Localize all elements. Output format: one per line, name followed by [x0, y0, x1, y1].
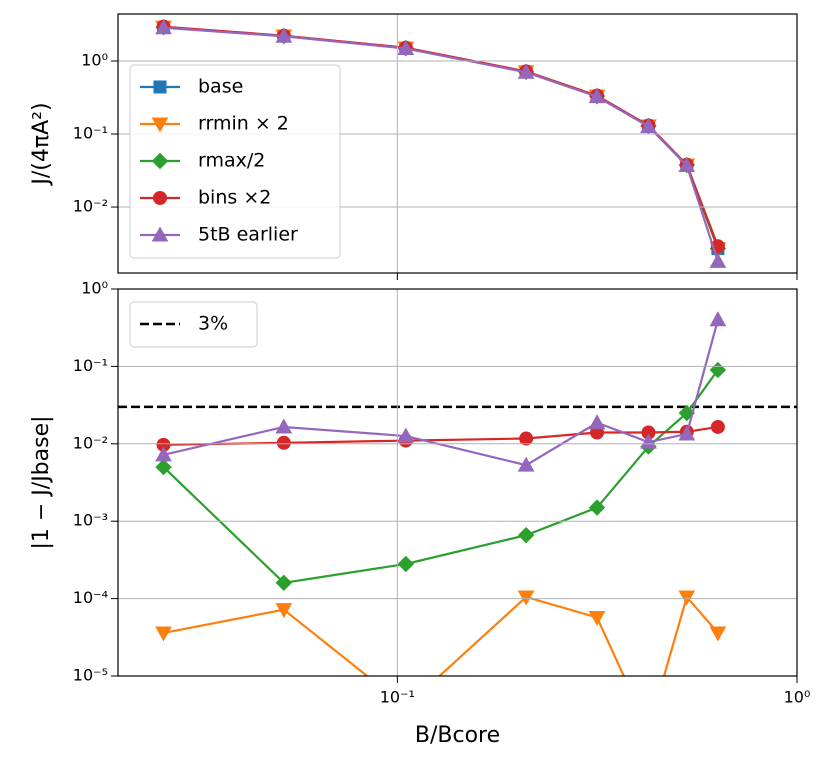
marker	[397, 555, 415, 573]
marker	[678, 590, 696, 606]
marker	[397, 427, 415, 443]
legend-box	[129, 64, 341, 259]
series-line	[163, 594, 719, 676]
y-tick-label: 10⁻³	[73, 511, 108, 530]
y-axis-label: J/(4πA²)	[29, 102, 54, 186]
marker	[397, 40, 415, 56]
marker	[151, 226, 169, 242]
y-tick-label: 10⁻²	[73, 197, 108, 216]
marker	[151, 152, 169, 170]
plot-area	[118, 311, 797, 738]
marker	[678, 157, 696, 173]
legend-label: 3%	[198, 313, 228, 335]
marker	[517, 526, 535, 544]
marker	[275, 27, 293, 43]
legend-label: 5tB earlier	[198, 224, 298, 246]
marker	[709, 626, 727, 642]
marker	[588, 88, 606, 104]
legend-label: rrmin × 2	[198, 113, 289, 135]
marker	[709, 361, 727, 379]
marker	[519, 431, 534, 446]
y-tick-label: 10⁰	[81, 279, 108, 298]
marker	[640, 117, 657, 133]
series-line	[163, 26, 719, 262]
panel: 10⁻¹ 10⁰ 10⁻⁵ 10⁻⁴ 10⁻³ 10⁻² 10⁻¹ 10⁰ |1 − J/Jba…	[29, 279, 810, 749]
marker	[153, 80, 167, 94]
y-tick-label: 10⁻¹	[73, 356, 108, 375]
legend-label: base	[198, 76, 243, 98]
marker	[275, 418, 293, 434]
y-tick-label: 10⁻⁵	[73, 666, 108, 685]
legend-label: bins ×2	[198, 187, 271, 209]
marker	[155, 19, 172, 35]
marker	[155, 626, 172, 642]
marker	[641, 724, 656, 738]
marker	[678, 425, 696, 441]
x-axis-label: B/Bcore	[415, 723, 500, 748]
x-tick-label: 10⁰	[784, 688, 811, 707]
marker	[155, 446, 172, 462]
marker	[151, 117, 169, 133]
plot-area	[155, 19, 727, 268]
y-tick-label: 10⁻¹	[73, 124, 108, 143]
y-tick-label: 10⁰	[81, 50, 108, 69]
marker	[153, 191, 167, 205]
legend-label: rmax/2	[198, 150, 265, 172]
marker	[517, 456, 535, 472]
marker	[275, 574, 293, 592]
y-tick-label: 10⁻²	[73, 433, 108, 452]
marker	[588, 414, 606, 430]
marker	[588, 610, 606, 627]
marker	[517, 63, 535, 79]
axes-frame	[117, 13, 798, 274]
legend-box	[129, 301, 258, 348]
x-tick-label: 10⁻¹	[380, 688, 415, 707]
series-line	[162, 369, 719, 584]
marker	[709, 252, 727, 268]
marker	[275, 603, 293, 619]
marker	[155, 458, 172, 476]
y-axis-label: |1 − J/Jbase|	[29, 415, 54, 549]
y-tick-label: 10⁻⁴	[73, 588, 108, 607]
panel: 10⁻² 10⁻¹ 10⁰ J/(4πA²) base rrmin × 2 rmax/2 bi…	[29, 13, 798, 280]
marker	[709, 311, 727, 327]
marker	[640, 433, 657, 449]
marker	[517, 590, 535, 606]
marker	[588, 499, 606, 516]
axes-frame	[117, 288, 798, 677]
marker	[710, 419, 725, 434]
marker	[276, 435, 291, 450]
